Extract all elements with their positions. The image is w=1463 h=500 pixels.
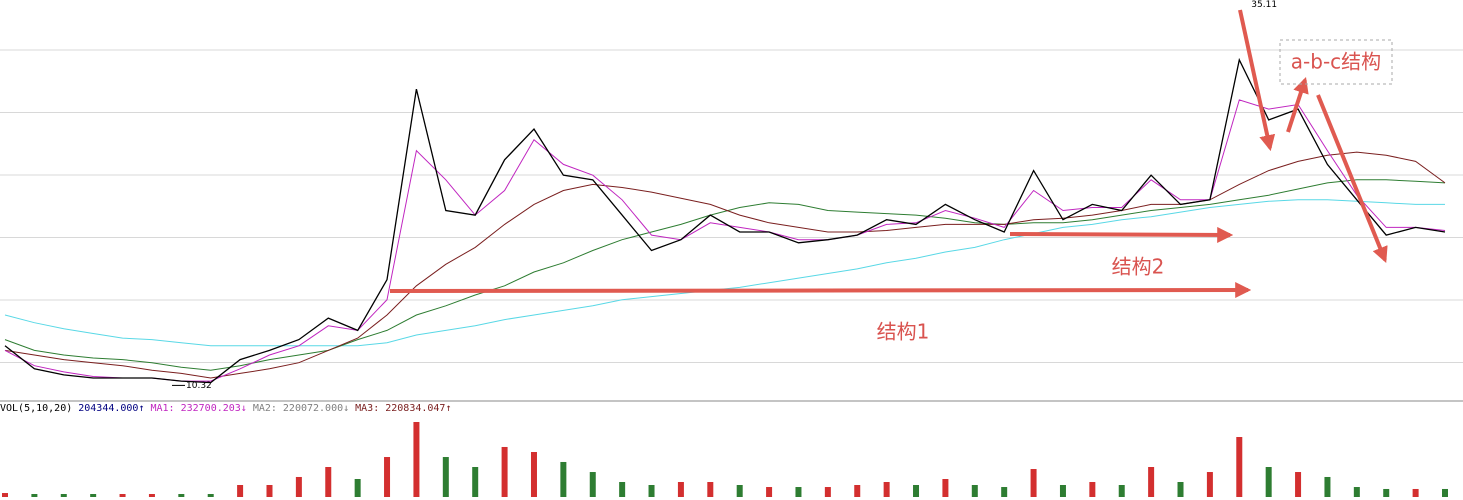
volume-bar xyxy=(1059,485,1066,497)
arrow xyxy=(1286,76,1309,133)
volume-bar xyxy=(971,485,978,497)
volume-bar xyxy=(384,457,391,497)
volume-bar xyxy=(60,494,67,497)
arrow xyxy=(1316,94,1388,263)
annotation: 结构2 xyxy=(1112,255,1165,279)
volume-bar xyxy=(736,485,743,497)
volume-bar xyxy=(472,467,479,497)
arrows xyxy=(389,9,1388,299)
volume-bar xyxy=(237,485,244,497)
volume-bar xyxy=(1324,476,1331,497)
volume-bar xyxy=(766,487,773,497)
volume-bar xyxy=(31,494,38,497)
volume-bar xyxy=(854,485,861,497)
volume-bar xyxy=(148,494,155,497)
volume-bar xyxy=(266,485,273,497)
volume-bar xyxy=(648,485,655,497)
ma-line xyxy=(4,57,1446,384)
volume-bar xyxy=(1177,482,1184,497)
annotation: 结构1 xyxy=(877,320,930,344)
arrow xyxy=(389,282,1252,299)
volume-bar xyxy=(1030,469,1037,497)
volume-bar xyxy=(883,482,890,497)
legend-item: MA1: 232700.203↓ xyxy=(150,403,246,414)
volume-bar xyxy=(942,479,949,497)
volume-bar xyxy=(560,461,567,497)
volume-bar xyxy=(442,457,449,497)
volume-bar xyxy=(530,452,537,497)
volume-bar xyxy=(824,487,831,497)
annotation: a-b-c结构 xyxy=(1291,50,1381,74)
annotation-box xyxy=(1279,39,1393,85)
volume-bar xyxy=(354,479,361,497)
volume-bar xyxy=(413,422,420,497)
volume-panel xyxy=(2,422,1448,497)
volume-bar xyxy=(325,467,332,497)
volume-bar xyxy=(1295,472,1302,497)
price-lines: 35.11 10.32 xyxy=(4,0,1446,391)
volume-bar xyxy=(119,494,126,497)
volume-legend: VOL(5,10,20) 204344.000↑ MA1: 232700.203↓ M… xyxy=(0,403,451,414)
volume-bar xyxy=(178,494,185,497)
volume-bar xyxy=(1001,487,1008,497)
volume-bar xyxy=(2,493,8,497)
volume-bar xyxy=(1265,467,1272,497)
volume-bar xyxy=(707,482,714,497)
high-label: 35.11 xyxy=(1251,0,1277,10)
volume-bar xyxy=(1148,467,1155,497)
volume-bar xyxy=(1383,488,1390,497)
legend-item: MA3: 220834.047↑ xyxy=(355,403,451,414)
grid xyxy=(0,49,1463,363)
volume-bar xyxy=(795,487,802,497)
legend-item: 204344.000↑ xyxy=(78,403,144,414)
volume-bar xyxy=(1206,472,1213,497)
arrow xyxy=(1238,9,1276,152)
low-label: 10.32 xyxy=(186,381,212,391)
volume-bar xyxy=(207,494,214,497)
volume-bar xyxy=(295,476,302,497)
volume-bar xyxy=(913,485,920,497)
ma-line xyxy=(4,199,1445,347)
volume-bar xyxy=(1442,488,1448,497)
volume-bar xyxy=(1412,488,1419,497)
legend-item: MA2: 220072.000↓ xyxy=(253,403,349,414)
legend-item: VOL(5,10,20) xyxy=(0,403,72,414)
volume-bar xyxy=(619,482,626,497)
volume-bar xyxy=(1118,485,1125,497)
volume-bar xyxy=(1236,437,1243,497)
volume-bar xyxy=(90,494,97,497)
ma-line xyxy=(4,179,1446,371)
ma-line xyxy=(4,99,1446,382)
volume-bar xyxy=(1353,487,1360,497)
ma-line xyxy=(4,151,1446,379)
volume-bar xyxy=(501,446,508,497)
volume-bar xyxy=(1089,482,1096,497)
arrow xyxy=(1009,226,1234,243)
volume-bar xyxy=(677,482,684,497)
volume-bar xyxy=(589,472,596,497)
